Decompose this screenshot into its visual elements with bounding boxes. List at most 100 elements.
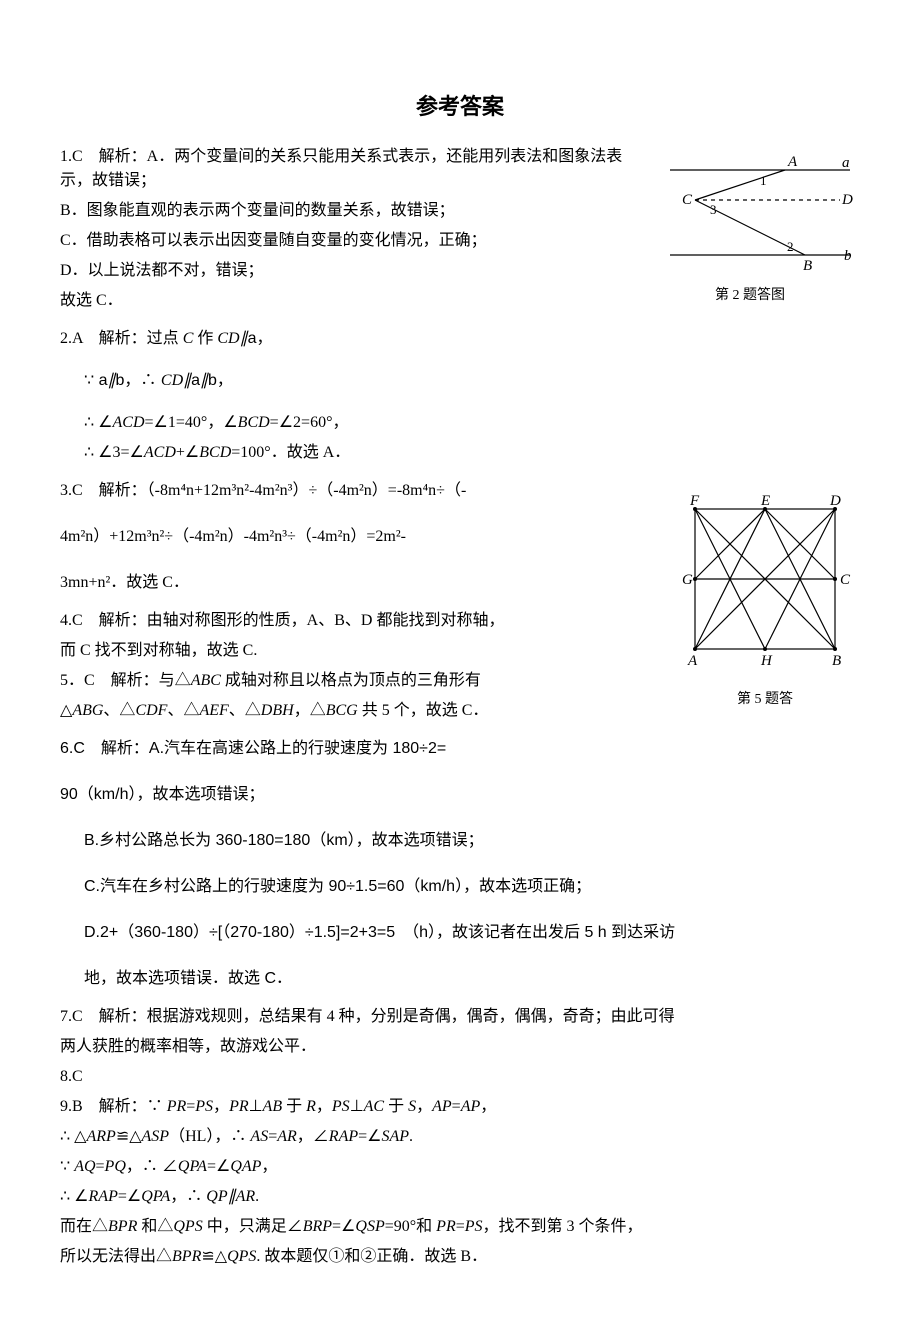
q2-CD: CD <box>217 330 239 347</box>
q5-l2c: 、△ <box>167 702 199 719</box>
q6-l6: 地，故本选项错误．故选 C． <box>60 967 860 991</box>
q9-l2c: （HL），∴ <box>169 1128 250 1145</box>
q9-l3b: ，∴ ∠ <box>126 1158 178 1175</box>
q9-PS2: PS <box>332 1098 350 1115</box>
q9-l2e: =∠ <box>358 1128 381 1145</box>
q9-l3a: ∵ <box>60 1158 74 1175</box>
q9-BPR: BPR <box>108 1218 137 1235</box>
q9-S: S <box>408 1098 416 1115</box>
q9-PR3: PR <box>436 1218 456 1235</box>
q9-l5b: 和△ <box>137 1218 173 1235</box>
answer-9: 9.B 解析：∵ PR=PS，PR⊥AB 于 R，PS⊥AC 于 S，AP=AP… <box>60 1095 860 1269</box>
q7-l1: 7.C 解析：根据游戏规则，总结果有 4 种，分别是奇偶，偶奇，偶偶，奇奇；由此… <box>60 1005 860 1029</box>
q9-l1g: 于 <box>384 1098 408 1115</box>
q9-AP2: AP <box>461 1098 481 1115</box>
q9-AC: AC <box>364 1098 384 1115</box>
q2-l4c: =100°．故选 A． <box>231 444 350 461</box>
q9-ARP: ARP <box>86 1128 115 1145</box>
q5-l2f: 共 5 个，故选 C． <box>358 702 489 719</box>
q9-l1b: ， <box>213 1098 229 1115</box>
q6-l4: C.汽车在乡村公路上的行驶速度为 90÷1.5=60（km/h），故本选项正确； <box>60 875 860 899</box>
q2-l2c: a <box>191 372 200 389</box>
q6-l1: 6.C 解析：A.汽车在高速公路上的行驶速度为 180÷2= <box>60 737 860 761</box>
q5-l2d: 、△ <box>229 702 261 719</box>
q9-RAP: RAP <box>329 1128 358 1145</box>
q9-l2b: ≌△ <box>116 1128 142 1145</box>
lbl-D: D <box>829 493 841 509</box>
q9-l5a: 而在△ <box>60 1218 108 1235</box>
q9-BRP: BRP <box>303 1218 332 1235</box>
q9-l4a: ∴ ∠ <box>60 1188 89 1205</box>
lbl-A: A <box>687 653 698 669</box>
q9-QSP: QSP <box>355 1218 384 1235</box>
q6-l2: 90（km/h），故本选项错误； <box>60 783 860 807</box>
q9-R: R <box>306 1098 316 1115</box>
q2-l1c: a， <box>248 330 273 347</box>
q9-eq2: = <box>452 1098 461 1115</box>
q2-BCD: BCD <box>238 414 270 431</box>
label-D: D <box>841 192 853 208</box>
angle-1: 1 <box>760 173 767 188</box>
lbl-C: C <box>840 572 851 588</box>
q2-CD2: CD <box>161 372 183 389</box>
q9-QP: QP <box>206 1188 227 1205</box>
q9-eq5: = <box>456 1218 465 1235</box>
q2-l4a: ∴ ∠3=∠ <box>84 444 144 461</box>
q9-AS: AS <box>250 1128 268 1145</box>
q9-QPA: QPA <box>178 1158 207 1175</box>
q2-l1b: 作 <box>193 330 217 347</box>
q9-AB: AB <box>263 1098 283 1115</box>
q9-l1h: ， <box>416 1098 432 1115</box>
q9-QPA2: QPA <box>141 1188 170 1205</box>
q9-eq1: = <box>186 1098 195 1115</box>
q9-AR2: AR <box>236 1188 256 1205</box>
lbl-H: H <box>760 653 773 669</box>
page-title: 参考答案 <box>60 90 860 123</box>
figure-5-caption: 第 5 题答 <box>670 689 860 710</box>
q9-l5d: =∠ <box>332 1218 355 1235</box>
q5-CDF: CDF <box>135 702 167 719</box>
q2-l4b: +∠ <box>176 444 199 461</box>
q9-PR: PR <box>167 1098 187 1115</box>
q9-l5f: ，找不到第 3 个条件， <box>483 1218 643 1235</box>
q5-ABC: ABC <box>191 672 221 689</box>
q9-RAP2: RAP <box>89 1188 118 1205</box>
q9-PR2: PR <box>229 1098 249 1115</box>
q7-l2: 两人获胜的概率相等，故游戏公平． <box>60 1035 860 1059</box>
q2-par4: ∥ <box>200 372 208 389</box>
q5-l2b: 、△ <box>103 702 135 719</box>
q9-QPS2: QPS <box>227 1248 256 1265</box>
q9-l2f: . <box>409 1128 413 1145</box>
label-a-line: a <box>842 155 850 171</box>
q5-AEF: AEF <box>199 702 228 719</box>
label-A: A <box>787 154 798 170</box>
q9-l6a: 所以无法得出△ <box>60 1248 172 1265</box>
q9-PS3: PS <box>465 1218 483 1235</box>
q2-par2: ∥ <box>108 372 116 389</box>
q2-l3b: =∠1=40°，∠ <box>145 414 238 431</box>
q9-l2a: ∴ △ <box>60 1128 86 1145</box>
q9-QAP: QAP <box>230 1158 261 1175</box>
q9-PS: PS <box>195 1098 213 1115</box>
q9-l2d: ，∠ <box>297 1128 329 1145</box>
figure-5: F E D G C A H B 第 5 题答 <box>670 489 860 710</box>
q9-l1i: ， <box>480 1098 496 1115</box>
q9-BPR2: BPR <box>172 1248 201 1265</box>
q5-BCG: BCG <box>326 702 358 719</box>
q5-ABG: ABG <box>72 702 103 719</box>
answer-2: 2.A 解析：过点 C 作 CD∥a， ∵ a∥b，∴ CD∥a∥b， ∴ ∠A… <box>60 327 860 465</box>
q9-l4b: =∠ <box>118 1188 141 1205</box>
q9-eq4: = <box>96 1158 105 1175</box>
q9-l6b: ≌△ <box>201 1248 227 1265</box>
figure-2-svg: A a C D B b 1 3 2 <box>640 145 860 275</box>
lbl-B: B <box>832 653 841 669</box>
q2-l3c: =∠2=60°， <box>270 414 349 431</box>
q9-QPS: QPS <box>173 1218 202 1235</box>
q9-l5e: =90°和 <box>385 1218 436 1235</box>
q9-l6c: . 故本题仅①和②正确．故选 B． <box>256 1248 487 1265</box>
figure-5-svg: F E D G C A H B <box>670 489 860 679</box>
lbl-F: F <box>689 493 700 509</box>
q2-BCD2: BCD <box>199 444 231 461</box>
q8-l1: 8.C <box>60 1065 860 1089</box>
angle-2: 2 <box>787 239 794 254</box>
